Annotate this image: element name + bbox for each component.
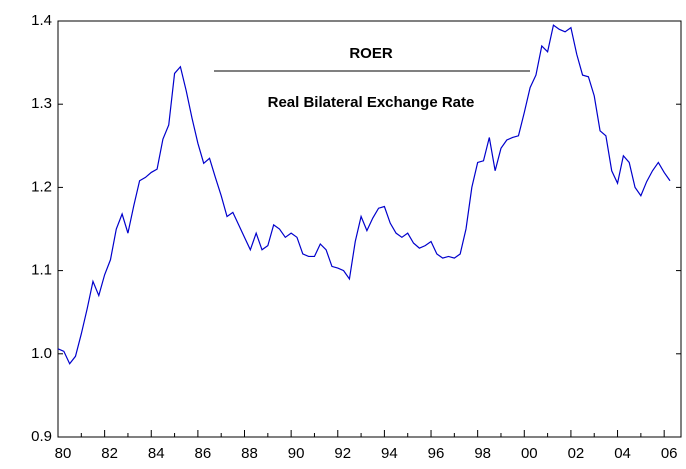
chart-title: Real Bilateral Exchange Rate bbox=[268, 94, 475, 111]
x-tick-label: 82 bbox=[101, 445, 118, 462]
legend-label: ROER bbox=[349, 45, 393, 62]
x-tick-label: 92 bbox=[334, 445, 351, 462]
data-line bbox=[57, 24, 671, 365]
y-tick-label: 1.0 bbox=[31, 345, 52, 362]
y-tick-label: 1.1 bbox=[31, 262, 52, 279]
y-tick-label: 0.9 bbox=[31, 428, 52, 445]
x-tick-label: 94 bbox=[381, 445, 398, 462]
y-tick-label: 1.4 bbox=[31, 12, 52, 29]
x-tick-label: 90 bbox=[288, 445, 305, 462]
x-tick-label: 86 bbox=[195, 445, 212, 462]
x-tick-label: 84 bbox=[148, 445, 165, 462]
x-tick-label: 96 bbox=[428, 445, 445, 462]
plot-frame bbox=[57, 20, 682, 438]
x-tick-label: 80 bbox=[55, 445, 72, 462]
x-tick-label: 98 bbox=[474, 445, 491, 462]
x-tick-label: 00 bbox=[521, 445, 538, 462]
y-tick-label: 1.3 bbox=[31, 95, 52, 112]
y-tick-label: 1.2 bbox=[31, 178, 52, 195]
x-tick-label: 04 bbox=[614, 445, 631, 462]
x-tick-label: 02 bbox=[568, 445, 585, 462]
x-tick-label: 06 bbox=[661, 445, 678, 462]
x-tick-label: 88 bbox=[241, 445, 258, 462]
